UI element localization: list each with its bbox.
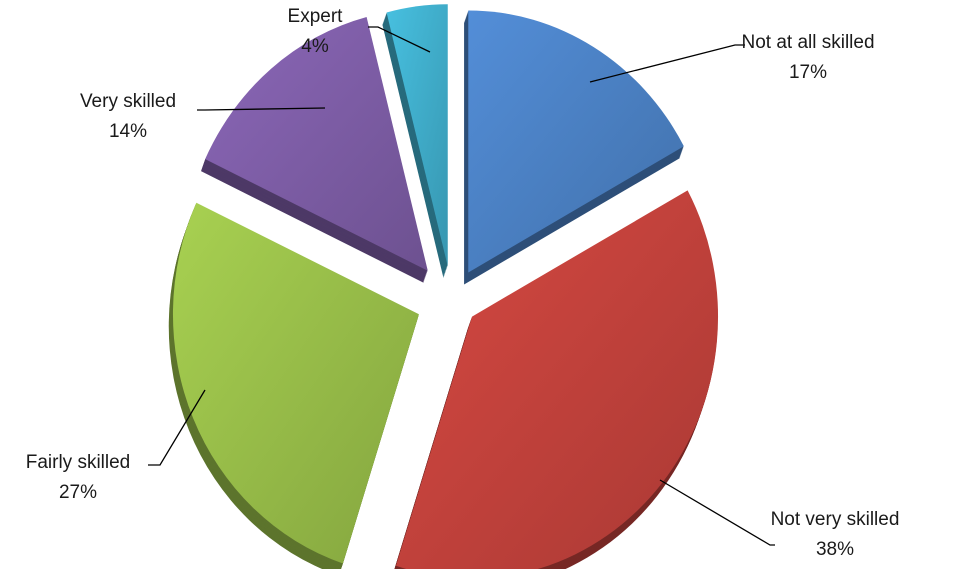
leader-line-very-skilled [197,107,326,111]
pie-slice-expert [386,4,448,267]
leader-line-not-very-skilled [659,479,775,546]
slice-label-not-very-skilled: Not very skilled [771,509,900,530]
leader-line-fairly-skilled [148,389,206,466]
pie-slice-fairly-skilled [172,202,419,564]
slice-value-fairly-skilled: 27% [59,482,97,503]
slice-labels: Not at all skilled 17% Not very skilled 38%… [26,6,900,560]
slice-top-layer [172,4,719,574]
slice-value-expert: 4% [301,36,329,57]
leader-lines [148,26,775,546]
slice-label-fairly-skilled: Fairly skilled [26,452,131,473]
pie-slice-very-skilled [205,16,428,271]
slice-label-expert: Expert [288,6,344,27]
slice-value-not-very-skilled: 38% [816,539,854,560]
slice-value-not-at-all-skilled: 17% [789,62,827,83]
leader-line-expert [368,26,431,53]
slice-label-not-at-all-skilled: Not at all skilled [741,32,874,53]
pie-slice-not-very-skilled [396,190,719,574]
pie-slice-not-at-all-skilled [468,10,684,273]
leader-line-not-at-all-skilled [589,44,745,83]
slice-value-very-skilled: 14% [109,121,147,142]
slice-label-very-skilled: Very skilled [80,91,176,112]
